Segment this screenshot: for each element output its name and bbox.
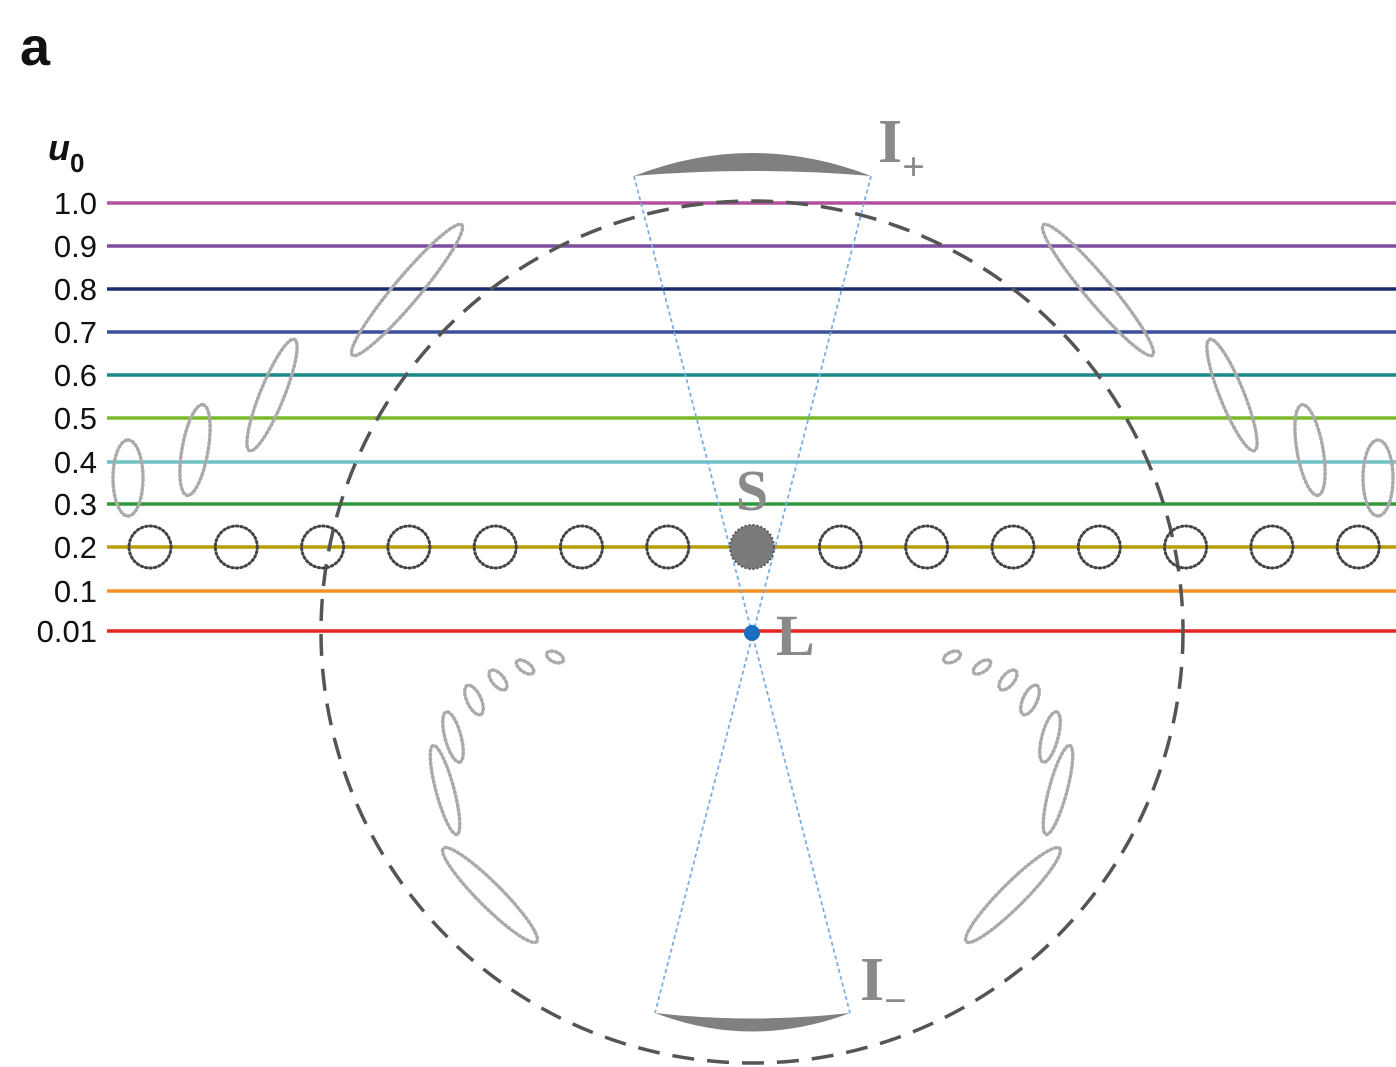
lens-label: L bbox=[776, 603, 815, 668]
track-label: 0.2 bbox=[54, 530, 97, 565]
image-subscript: − bbox=[884, 978, 907, 1023]
axis-label: u0 bbox=[48, 127, 84, 178]
track-label: 0.4 bbox=[54, 445, 97, 480]
source-position bbox=[645, 524, 691, 570]
source-position bbox=[1163, 524, 1209, 570]
tracks: 1.0 0.9 0.8 0.7 0.6 0.5 0.4 0.3 0.2 0.1 0.01 bbox=[37, 186, 1396, 649]
image-plus bbox=[634, 153, 871, 176]
source-position bbox=[1076, 524, 1122, 570]
track-label: 0.8 bbox=[54, 272, 97, 307]
track-label: 0.01 bbox=[37, 614, 97, 649]
track-label: 0.6 bbox=[54, 358, 97, 393]
source-position bbox=[300, 524, 346, 570]
axis-symbol: u bbox=[48, 127, 70, 168]
source-position bbox=[1335, 524, 1381, 570]
einstein-ring bbox=[319, 199, 1185, 1065]
track-label: 0.3 bbox=[54, 487, 97, 522]
source-position bbox=[386, 524, 432, 570]
source-position bbox=[213, 524, 259, 570]
source-label: S bbox=[736, 458, 768, 523]
image-symbol: I bbox=[860, 946, 884, 1014]
source-track bbox=[127, 524, 1381, 570]
source-position bbox=[559, 524, 604, 570]
lens bbox=[744, 625, 760, 641]
track-label: 0.5 bbox=[54, 401, 97, 436]
source-position bbox=[990, 524, 1036, 570]
track-label: 0.7 bbox=[54, 315, 97, 350]
axis-subscript: 0 bbox=[70, 148, 84, 178]
image-symbol: I bbox=[878, 108, 902, 176]
light-paths bbox=[633, 175, 872, 1014]
image-tracks bbox=[111, 222, 1395, 945]
track-label: 1.0 bbox=[54, 186, 97, 221]
source-position bbox=[817, 524, 863, 570]
image-minus-label: I− bbox=[860, 946, 907, 1023]
source-position bbox=[904, 524, 950, 570]
source-position bbox=[472, 524, 518, 570]
source-position bbox=[127, 524, 173, 570]
source-position bbox=[1249, 524, 1295, 570]
image-plus-label: I+ bbox=[878, 108, 925, 189]
track-label: 0.1 bbox=[54, 574, 97, 609]
image-minus bbox=[655, 1013, 850, 1032]
panel-label: a bbox=[20, 17, 51, 77]
track-label: 0.9 bbox=[54, 229, 97, 264]
source bbox=[729, 524, 775, 570]
image-subscript: + bbox=[902, 144, 925, 189]
